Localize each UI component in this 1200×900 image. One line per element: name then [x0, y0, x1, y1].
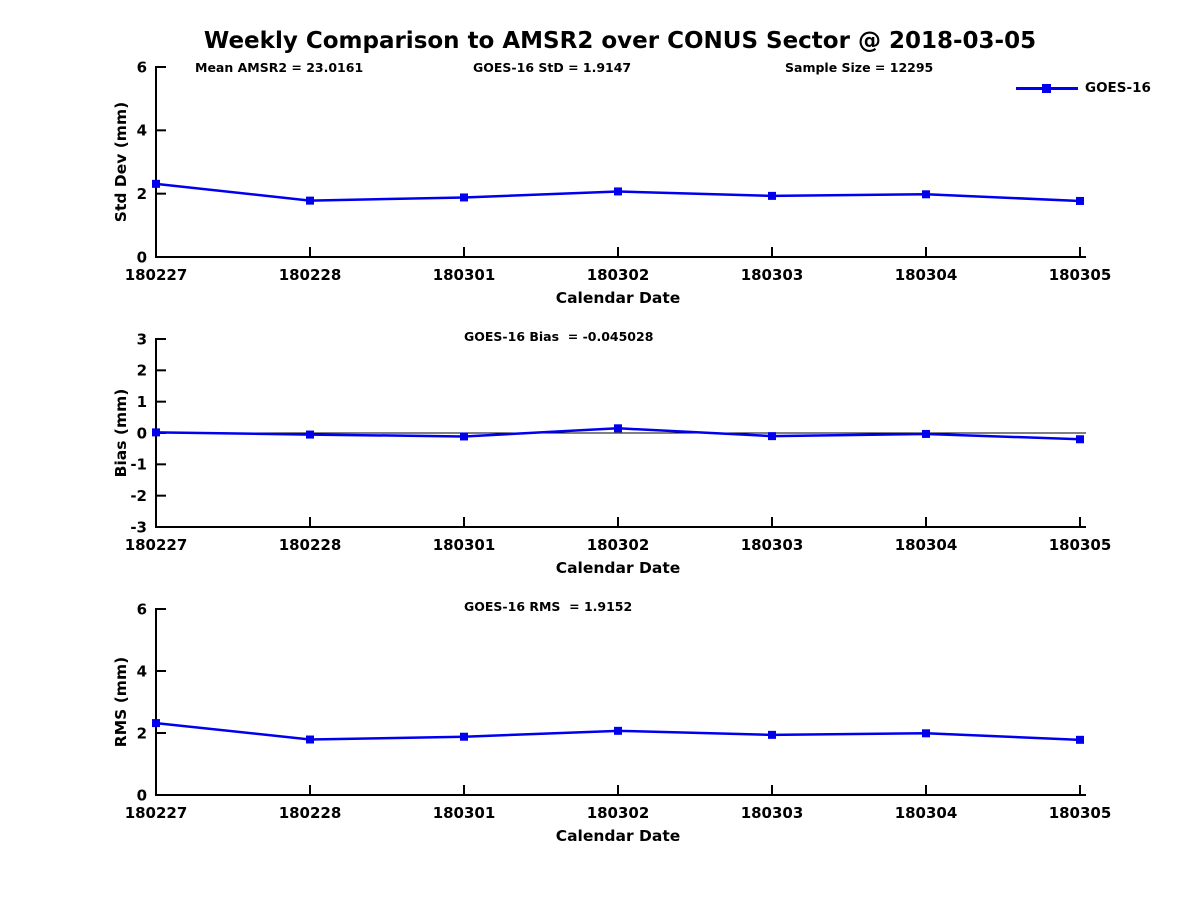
- x-tick-label: 180303: [741, 536, 804, 554]
- data-point-marker: [614, 187, 622, 196]
- x-tick-label: 180227: [125, 266, 188, 284]
- data-point-marker: [768, 191, 776, 200]
- annotation-sample-size: Sample Size = 12295: [785, 60, 934, 75]
- x-tick-label: 180302: [587, 804, 650, 822]
- figure-title: Weekly Comparison to AMSR2 over CONUS Se…: [203, 28, 1037, 54]
- data-point-marker: [460, 432, 468, 441]
- data-point-marker: [306, 430, 314, 439]
- data-point-marker: [152, 179, 160, 188]
- y-tick-label: 1: [137, 393, 147, 411]
- x-tick-label: 180228: [279, 536, 342, 554]
- data-point-marker: [922, 429, 930, 438]
- data-point-marker: [1076, 735, 1084, 744]
- x-tick-label: 180301: [433, 536, 496, 554]
- chart-rms: 0 2 4 6 180227 180228 180301 180302 180303 180304…: [112, 600, 1112, 845]
- x-tick-label: 180302: [587, 266, 650, 284]
- y-tick-label: 4: [137, 122, 147, 140]
- x-tick-label: 180228: [279, 266, 342, 284]
- x-tick-label: 180304: [895, 804, 958, 822]
- x-tick-label: 180302: [587, 536, 650, 554]
- y-tick-label: 2: [137, 362, 147, 380]
- data-point-marker: [614, 726, 622, 735]
- legend-line-sample: [1016, 83, 1078, 93]
- x-tick-label: 180304: [895, 536, 958, 554]
- data-point-marker: [152, 428, 160, 437]
- y-tick-label: 0: [137, 248, 147, 266]
- x-tick-label: 180304: [895, 266, 958, 284]
- y-tick-label: 6: [137, 58, 147, 76]
- chart-std-dev: 0 2 4 6 180227 180228 180301 180302 180303 180304…: [112, 58, 1112, 307]
- y-tick-label: 2: [137, 724, 147, 742]
- x-axis-label: Calendar Date: [556, 827, 681, 845]
- legend-square-marker-icon: [1042, 83, 1051, 93]
- y-axis-label: RMS (mm): [112, 657, 130, 747]
- y-tick-label: 2: [137, 185, 147, 203]
- y-axis-label: Bias (mm): [112, 389, 130, 478]
- x-tick-label: 180301: [433, 266, 496, 284]
- data-point-marker: [1076, 196, 1084, 205]
- y-tick-label: -1: [130, 456, 147, 474]
- data-point-marker: [460, 732, 468, 741]
- annotation-goes16-rms: GOES-16 RMS = 1.9152: [464, 599, 633, 614]
- x-axis-label: Calendar Date: [556, 289, 681, 307]
- y-axis-label: Std Dev (mm): [112, 102, 130, 222]
- y-tick-label: 3: [137, 330, 147, 348]
- annotation-goes16-std: GOES-16 StD = 1.9147: [473, 60, 632, 75]
- x-tick-label: 180305: [1049, 266, 1112, 284]
- chart-bias: -3 -2 -1 0 1 2 3 180227 180228 180301 180302 180303…: [112, 330, 1112, 577]
- data-point-marker: [306, 196, 314, 205]
- x-tick-label: 180301: [433, 804, 496, 822]
- y-tick-label: -3: [130, 518, 147, 536]
- x-tick-label: 180305: [1049, 536, 1112, 554]
- data-point-marker: [460, 193, 468, 202]
- annotation-goes16-bias: GOES-16 Bias = -0.045028: [464, 329, 654, 344]
- x-tick-label: 180303: [741, 804, 804, 822]
- data-point-marker: [152, 719, 160, 728]
- data-point-marker: [614, 424, 622, 433]
- data-point-marker: [768, 730, 776, 739]
- data-point-marker: [922, 190, 930, 199]
- data-point-marker: [1076, 435, 1084, 444]
- x-tick-label: 180303: [741, 266, 804, 284]
- y-tick-label: 4: [137, 662, 147, 680]
- y-tick-label: -2: [130, 487, 147, 505]
- annotation-mean-amsr2: Mean AMSR2 = 23.0161: [195, 60, 364, 75]
- x-tick-label: 180228: [279, 804, 342, 822]
- legend-label: GOES-16: [1085, 80, 1151, 96]
- x-axis-label: Calendar Date: [556, 559, 681, 577]
- data-point-marker: [768, 432, 776, 441]
- y-tick-label: 6: [137, 600, 147, 618]
- y-tick-label: 0: [137, 424, 147, 442]
- x-tick-label: 180305: [1049, 804, 1112, 822]
- y-tick-label: 0: [137, 786, 147, 804]
- data-point-marker: [306, 735, 314, 744]
- x-tick-label: 180227: [125, 536, 188, 554]
- data-point-marker: [922, 729, 930, 738]
- legend: GOES-16: [1016, 80, 1151, 96]
- x-tick-label: 180227: [125, 804, 188, 822]
